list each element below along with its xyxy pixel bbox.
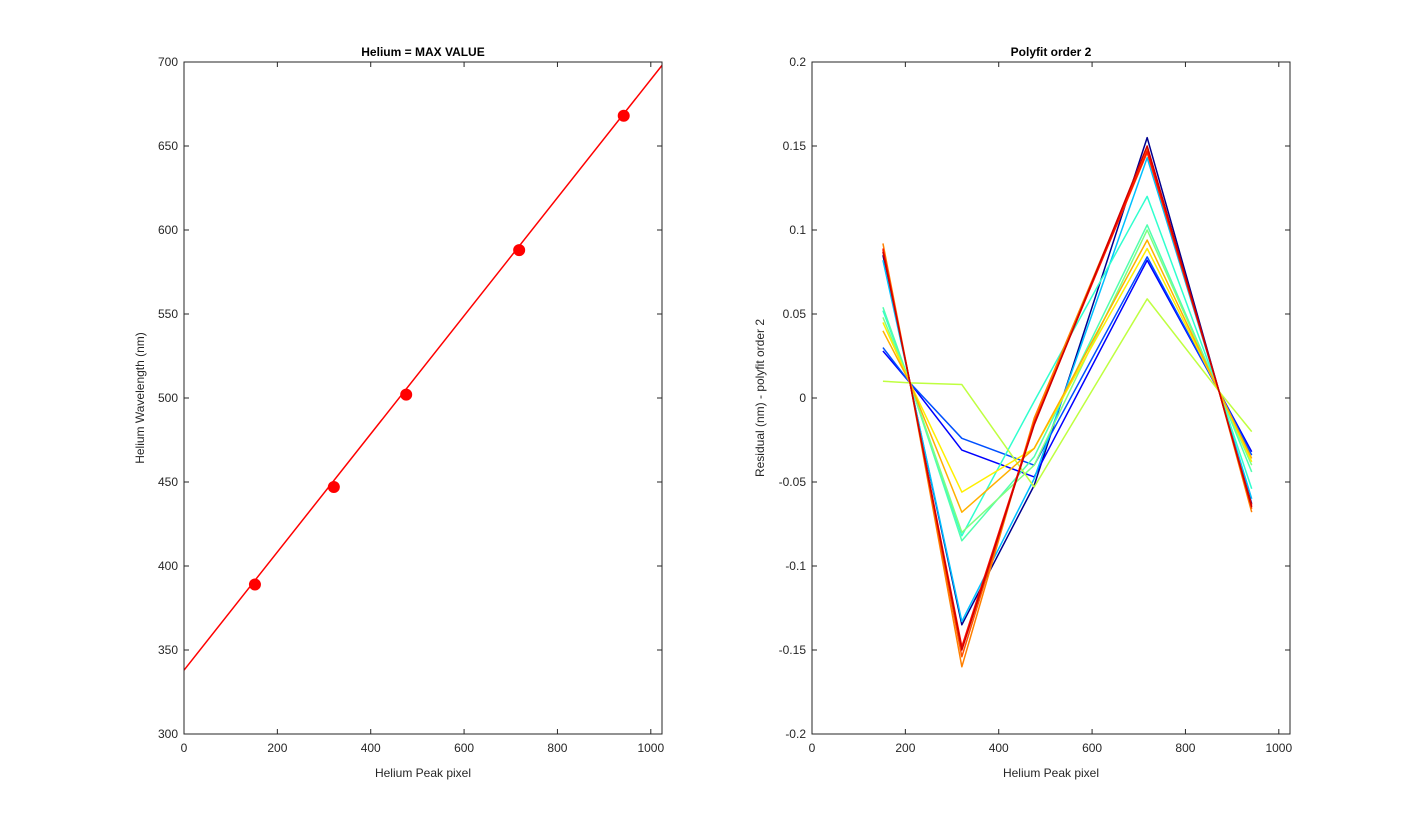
plot-frame <box>811 61 1291 735</box>
y-tick-label: 450 <box>158 475 178 489</box>
chart-title: Polyfit order 2 <box>1011 45 1092 59</box>
chart-marks <box>183 64 663 671</box>
residual-series-11 <box>882 148 1253 668</box>
y-tick-label: -0.1 <box>785 559 806 573</box>
residual-series-14 <box>882 145 1253 651</box>
y-tick-label: 650 <box>158 139 178 153</box>
y-tick-label: -0.2 <box>785 727 806 741</box>
residual-series-8 <box>882 298 1253 488</box>
y-tick-label: -0.05 <box>779 475 807 489</box>
data-point <box>400 388 413 401</box>
residual-series-9 <box>882 247 1253 493</box>
x-tick-label: 400 <box>361 741 381 755</box>
data-point <box>617 109 630 122</box>
y-tick-label: 0 <box>799 391 806 405</box>
x-axis-label: Helium Peak pixel <box>1003 766 1099 780</box>
x-tick-label: 200 <box>267 741 287 755</box>
chart-wavelength-calibration: Helium = MAX VALUE Helium Peak pixel Hel… <box>133 45 664 780</box>
residual-series-13 <box>882 150 1253 648</box>
residual-series-2 <box>882 259 1253 478</box>
x-tick-label: 1000 <box>637 741 664 755</box>
y-tick-label: 0.05 <box>783 307 807 321</box>
x-tick-label: 1000 <box>1265 741 1292 755</box>
axis-ticks: 0 200 400 600 800 1000 -0.2 -0.15 -0.1 -0.05 0 0.05… <box>779 55 1293 755</box>
y-tick-label: 0.1 <box>789 223 806 237</box>
x-tick-label: 400 <box>989 741 1009 755</box>
y-tick-label: 500 <box>158 391 178 405</box>
fit-line <box>183 64 663 671</box>
residual-series-10 <box>882 239 1253 513</box>
chart-residuals: Polyfit order 2 Helium Peak pixel Residu… <box>753 45 1292 780</box>
x-tick-label: 600 <box>454 741 474 755</box>
x-tick-label: 0 <box>809 741 816 755</box>
residual-series-5 <box>882 195 1253 537</box>
y-tick-label: -0.15 <box>779 643 807 657</box>
y-tick-label: 300 <box>158 727 178 741</box>
y-tick-label: 350 <box>158 643 178 657</box>
data-point <box>327 481 340 494</box>
y-axis-label: Residual (nm) - polyfit order 2 <box>753 319 767 477</box>
data-point <box>248 578 261 591</box>
chart-title: Helium = MAX VALUE <box>361 45 484 59</box>
x-tick-label: 0 <box>181 741 188 755</box>
data-point <box>513 244 526 257</box>
plot-frame <box>183 61 663 735</box>
y-axis-label: Helium Wavelength (nm) <box>133 332 147 464</box>
x-axis-label: Helium Peak pixel <box>375 766 471 780</box>
y-tick-label: 700 <box>158 55 178 69</box>
y-tick-label: 550 <box>158 307 178 321</box>
y-tick-label: 600 <box>158 223 178 237</box>
axis-ticks: 0 200 400 600 800 1000 300 350 400 450 500 550 600 65… <box>158 55 664 755</box>
chart-marks <box>882 136 1253 668</box>
x-tick-label: 600 <box>1082 741 1102 755</box>
x-tick-label: 200 <box>895 741 915 755</box>
x-tick-label: 800 <box>547 741 567 755</box>
y-tick-label: 0.15 <box>783 139 807 153</box>
residual-series-1 <box>882 136 1253 626</box>
x-tick-label: 800 <box>1175 741 1195 755</box>
y-tick-label: 400 <box>158 559 178 573</box>
y-tick-label: 0.2 <box>789 55 806 69</box>
